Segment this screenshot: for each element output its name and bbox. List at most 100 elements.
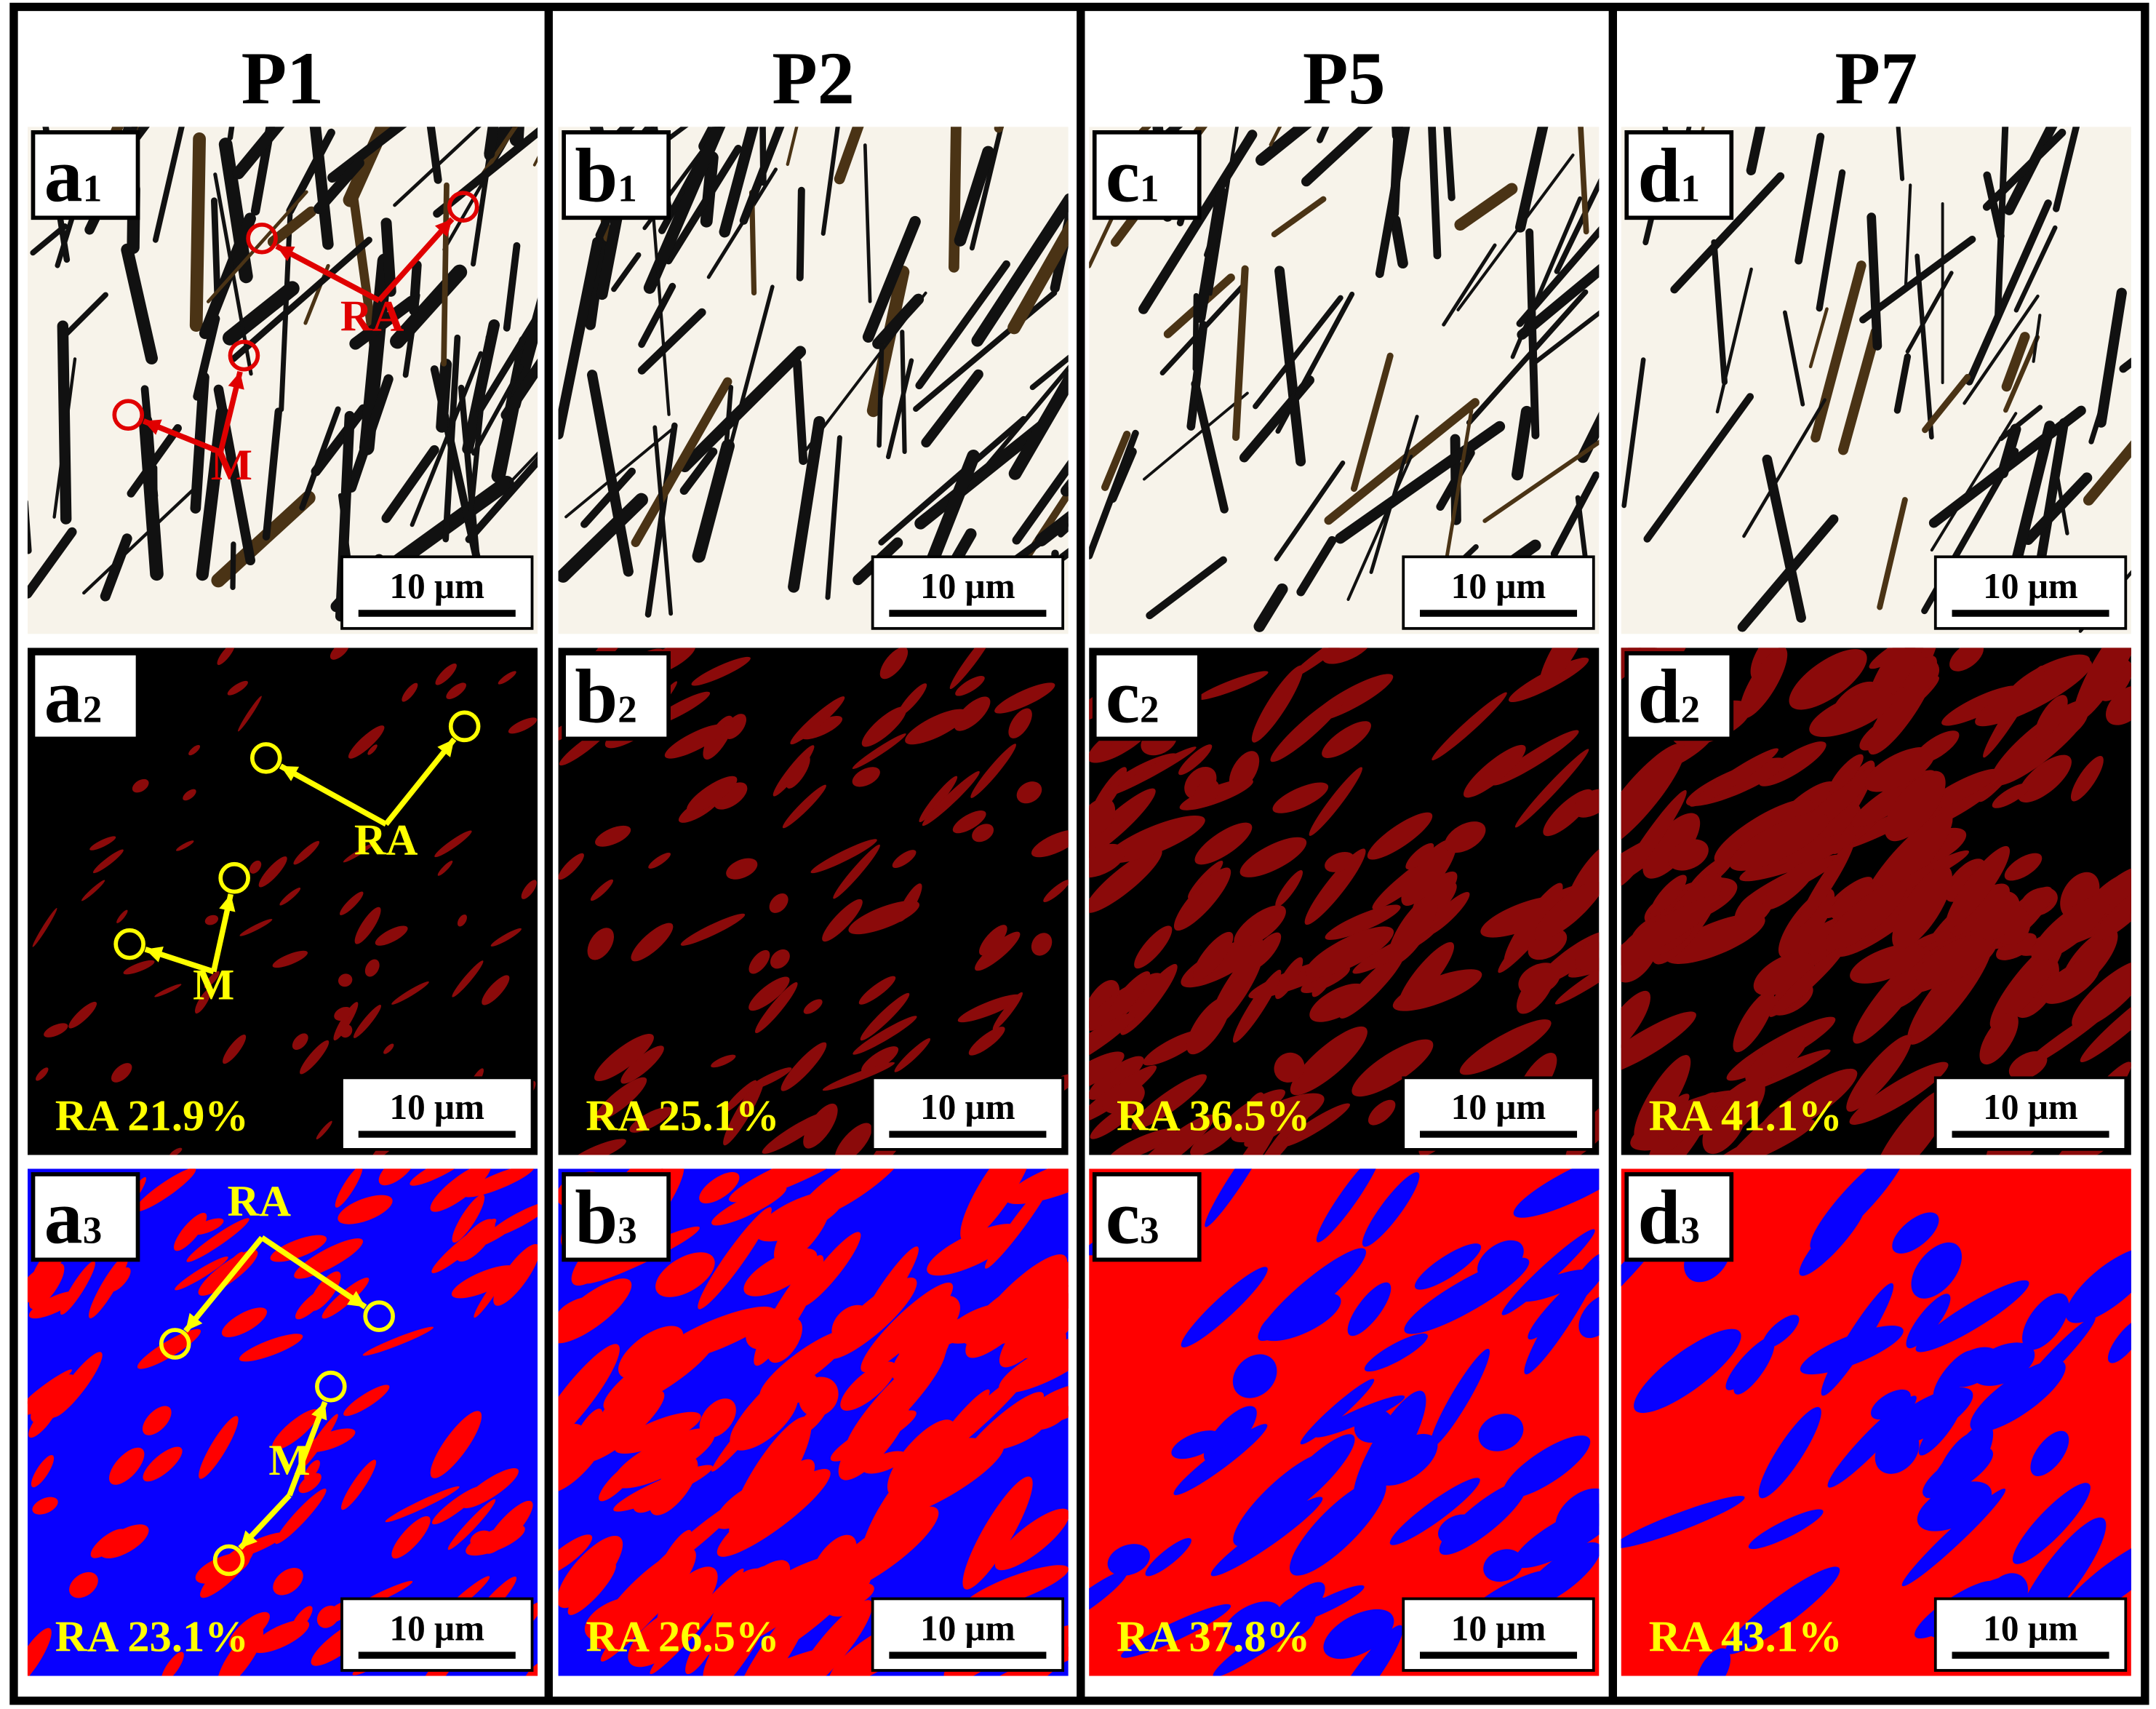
phase-region <box>1347 1282 1392 1336</box>
label-index: 1 <box>1140 168 1159 210</box>
streak <box>1275 291 1355 434</box>
label-index: 2 <box>83 689 103 731</box>
panel-label: d1 <box>1637 132 1700 218</box>
streak <box>652 425 674 616</box>
phase-region <box>704 1589 776 1676</box>
label-index: 3 <box>83 1210 103 1252</box>
phase-region <box>107 1267 131 1292</box>
arrow-head <box>240 1530 257 1548</box>
phase-region <box>1520 1542 1600 1608</box>
phase-region <box>613 1465 713 1512</box>
streak <box>484 127 516 162</box>
phase-region <box>698 1207 772 1310</box>
phase-region <box>769 893 788 913</box>
phase-region <box>68 1001 97 1029</box>
phase-region <box>1917 1481 1992 1531</box>
phase-region <box>1031 829 1069 858</box>
streak <box>500 358 538 421</box>
phase-region <box>1502 1435 1591 1499</box>
streak <box>1514 127 1549 233</box>
phase-region <box>767 1318 802 1363</box>
streak <box>1482 439 1600 523</box>
phase-region <box>1145 1538 1191 1577</box>
phase-region <box>1996 933 2037 960</box>
ra-fraction: RA 43.1% <box>1649 1612 1842 1661</box>
phase-region <box>333 1002 359 1041</box>
streak <box>1915 253 1934 440</box>
streak <box>222 281 300 346</box>
streak <box>1253 295 1343 410</box>
phase-region <box>1101 1082 1145 1115</box>
phase-region <box>111 1063 132 1083</box>
phase-region <box>1870 1389 1911 1420</box>
phase-region <box>1925 768 2000 810</box>
phase-region <box>1414 1243 1482 1290</box>
label-letter: a <box>44 1174 83 1260</box>
phase-region <box>612 1428 715 1489</box>
phase-region <box>354 1005 381 1038</box>
streak <box>1255 127 1312 166</box>
phase-region <box>1314 1395 1405 1438</box>
streak <box>1983 171 2005 240</box>
scale-label: 10 μm <box>389 1608 484 1648</box>
micrograph <box>1089 1168 1600 1676</box>
phase-region <box>2105 685 2131 725</box>
phase-region <box>1762 859 1818 910</box>
streak <box>725 284 775 459</box>
streak <box>1963 294 2040 405</box>
streak <box>877 343 885 448</box>
phase-region <box>1300 1379 1375 1445</box>
streak <box>1905 271 1954 354</box>
streak <box>121 243 158 364</box>
phase-region <box>1830 883 1882 921</box>
phase-region <box>1272 782 1329 813</box>
streak <box>949 127 962 273</box>
annotation-circle <box>112 399 145 431</box>
phase-region <box>81 880 105 901</box>
label-letter: a <box>44 653 83 739</box>
streak <box>262 407 282 541</box>
phase-region <box>275 1489 327 1545</box>
phase-region <box>686 776 738 813</box>
phase-region <box>1573 789 1600 818</box>
streak <box>1456 154 1575 311</box>
label-letter: c <box>1106 1174 1140 1260</box>
phase-region <box>1304 848 1366 925</box>
phase-region <box>1043 880 1069 902</box>
streak <box>1525 228 1540 439</box>
streak <box>1301 127 1373 187</box>
phase-region <box>1364 1333 1428 1372</box>
phase-region <box>435 663 457 685</box>
phase-region <box>879 648 909 680</box>
phase-region <box>27 1628 52 1676</box>
phase-region <box>952 810 986 834</box>
phase-region <box>826 1278 917 1360</box>
phase-region <box>199 1416 239 1479</box>
streak <box>211 197 221 300</box>
phase-region <box>1027 1267 1069 1362</box>
phase-region <box>1439 1481 1527 1555</box>
phase-region <box>729 1417 812 1540</box>
phase-region <box>430 1411 482 1478</box>
phase-region <box>1186 997 1231 1055</box>
phase-region <box>204 915 219 925</box>
streak <box>476 309 538 414</box>
label-box <box>1624 651 1734 741</box>
ra-fraction: RA 26.5% <box>586 1612 779 1661</box>
phase-region <box>1239 837 1307 877</box>
phase-region <box>1316 1168 1381 1243</box>
phase-region <box>1517 1270 1591 1302</box>
streak <box>863 143 872 303</box>
phase-region <box>853 1016 917 1055</box>
phase-region <box>273 1568 303 1596</box>
streak <box>664 144 743 265</box>
phase-region <box>2004 853 2043 881</box>
phase-region <box>1539 648 1589 689</box>
phase-region <box>1702 1096 1748 1155</box>
phase-region <box>493 1243 538 1306</box>
phase-region <box>1890 850 1970 893</box>
phase-region <box>437 860 453 876</box>
phase-region <box>239 1334 303 1362</box>
phase-region <box>558 1534 593 1576</box>
phase-region <box>1759 741 1826 786</box>
